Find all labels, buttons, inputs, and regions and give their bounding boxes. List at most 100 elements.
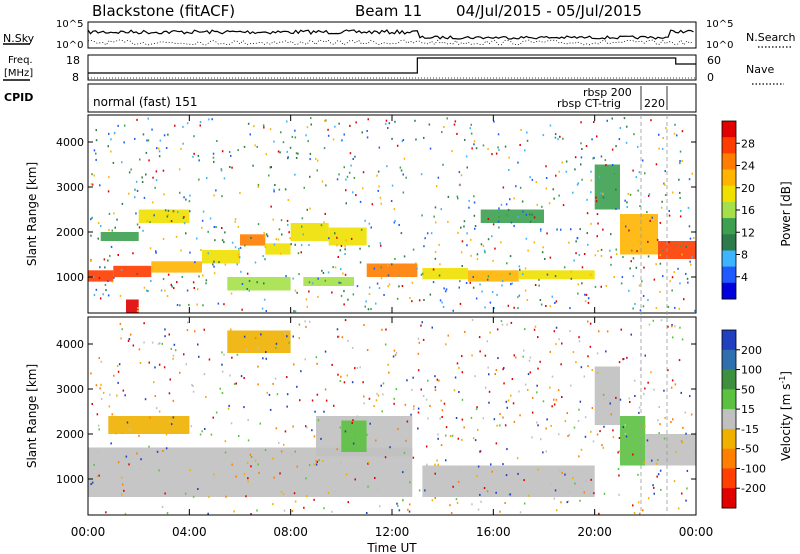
cpid-entry-rbsp-200: rbsp 200 — [583, 86, 632, 99]
velocity-colorbar-swatch-6 — [722, 448, 736, 469]
x-tick-label: 04:00 — [172, 525, 207, 539]
power-band-12 — [594, 164, 620, 210]
power-band-17 — [227, 277, 291, 291]
power-colorbar-swatch-6 — [722, 218, 736, 235]
nsearch-tick-low: 10^0 — [706, 40, 733, 51]
velocity-colorbar-swatch-3 — [722, 389, 736, 410]
power-colorbar-label: Power [dB] — [779, 181, 793, 246]
velocity-colorbar-swatch-8 — [722, 488, 736, 509]
power-band-1 — [113, 265, 152, 278]
power-band-10 — [468, 270, 519, 282]
nave-label: Nave — [746, 63, 774, 76]
power-colorbar-tick-label: 8 — [741, 249, 748, 262]
power-colorbar-swatch-9 — [722, 266, 736, 284]
nsky-trace — [87, 29, 694, 40]
nave-tick-low: 0 — [707, 71, 714, 84]
x-tick-label: 16:00 — [476, 525, 511, 539]
power-y-label: Slant Range [km] — [25, 162, 39, 266]
velocity-colorbar-tick-label: 15 — [741, 403, 755, 416]
power-band-6 — [290, 223, 329, 241]
velocity-band-5 — [645, 434, 696, 466]
velocity-colorbar-swatch-5 — [722, 428, 736, 450]
nsearch-trace — [87, 39, 694, 46]
freq-traces — [88, 57, 696, 79]
power-band-14 — [658, 241, 696, 259]
beam-label: Beam 11 — [355, 2, 422, 20]
freq-tick-low: 8 — [72, 71, 79, 84]
time-x-axis: 00:00 04:00 08:00 12:00 16:00 20:00 00:00 — [71, 115, 713, 539]
velocity-colorbar-swatch-7 — [722, 468, 736, 489]
cpid-entry-220: 220 — [644, 97, 665, 110]
freq-label: Freq. — [8, 55, 33, 66]
velocity-ytick-label: 2000 — [56, 428, 84, 441]
velocity-colorbar-label: Velocity [m s-1] — [778, 371, 793, 461]
power-band-20 — [126, 299, 139, 313]
power-colorbar-tick-label: 24 — [741, 160, 755, 173]
power-colorbar-swatch-10 — [722, 282, 736, 300]
velocity-colorbar-tick-label: 50 — [741, 383, 755, 396]
power-colorbar-swatch-4 — [722, 185, 736, 203]
power-colorbar-swatch-3 — [722, 169, 736, 187]
power-band-4 — [240, 234, 266, 246]
velocity-colorbar-swatch-1 — [722, 349, 736, 371]
freq-unit: [MHz] — [4, 68, 33, 79]
nsearch-tick-high: 10^5 — [706, 19, 733, 30]
power-band-16 — [100, 232, 139, 241]
velocity-band-4 — [620, 416, 646, 466]
velocity-y-label: Slant Range [km] — [25, 364, 39, 468]
velocity-colorbar — [721, 329, 737, 509]
power-band-9 — [422, 268, 468, 280]
power-colorbar-tick-label: 20 — [741, 182, 755, 195]
power-band-5 — [265, 243, 291, 255]
velocity-colorbar-tick-label: 100 — [741, 364, 762, 377]
power-speckle — [90, 117, 696, 313]
power-band-0 — [88, 270, 114, 282]
velocity-colorbar-ticks: 200 100 50 15 -15 -50 -100 -200 — [736, 344, 766, 495]
time-x-label: Time UT — [366, 541, 417, 554]
nsky-tick-high: 10^5 — [56, 19, 83, 30]
power-band-7 — [328, 227, 367, 246]
power-colorbar-tick-label: 4 — [741, 271, 748, 284]
nsky-tick-low: 10^0 — [56, 40, 83, 51]
power-colorbar-tick-label: 12 — [741, 226, 755, 239]
power-y-axis: 1000 2000 3000 4000 — [56, 136, 696, 284]
power-ytick-label: 2000 — [56, 226, 84, 239]
power-band-3 — [202, 250, 240, 264]
power-band-2 — [151, 261, 202, 273]
velocity-colorbar-swatch-2 — [722, 369, 736, 390]
power-band-15 — [138, 209, 190, 223]
nsky-traces — [87, 29, 694, 46]
velocity-ytick-label: 4000 — [56, 338, 84, 351]
x-tick-label: 12:00 — [375, 525, 410, 539]
cpid-label: CPID — [4, 91, 33, 104]
power-band-11 — [518, 270, 595, 280]
cpid-entry-normal: normal (fast) 151 — [93, 95, 197, 109]
power-colorbar-swatch-1 — [722, 137, 736, 154]
power-colorbar-swatch-8 — [722, 250, 736, 268]
power-colorbar-swatch-7 — [722, 234, 736, 251]
power-ytick-label: 4000 — [56, 136, 84, 149]
velocity-band-6 — [108, 416, 190, 434]
power-colorbar-swatch-0 — [722, 121, 736, 138]
power-colorbar-tick-label: 16 — [741, 204, 755, 217]
velocity-ytick-label: 3000 — [56, 383, 84, 396]
x-tick-label: 08:00 — [273, 525, 308, 539]
power-ytick-label: 1000 — [56, 271, 84, 284]
power-colorbar-swatch-5 — [722, 201, 736, 219]
x-tick-label: 20:00 — [577, 525, 612, 539]
cpid-panel-frame — [87, 83, 697, 113]
power-band-8 — [366, 263, 418, 277]
freq-tick-high: 18 — [66, 54, 80, 67]
station-title: Blackstone (fitACF) — [92, 2, 235, 20]
power-band-18 — [303, 277, 354, 286]
freq-panel-frame — [87, 54, 697, 81]
power-colorbar — [721, 120, 737, 300]
power-band-19 — [480, 209, 544, 223]
velocity-band-2 — [422, 465, 595, 497]
velocity-colorbar-swatch-0 — [722, 330, 736, 351]
nsearch-label: N.Search — [746, 31, 796, 44]
velocity-colorbar-tick-label: -15 — [741, 423, 759, 436]
nsky-panel-frame — [87, 21, 697, 49]
velocity-heatmap — [88, 330, 696, 497]
